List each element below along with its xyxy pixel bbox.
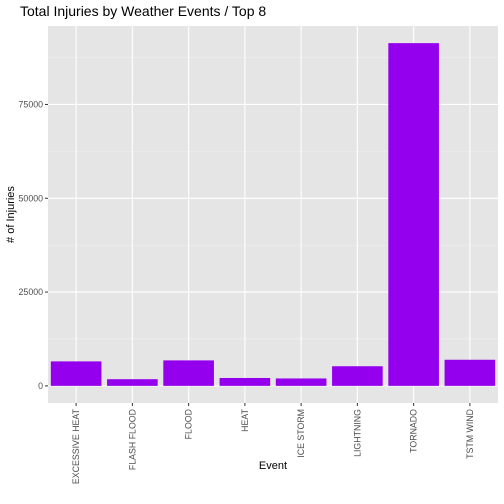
bar: [275, 378, 327, 386]
x-tick-label: EXCESSIVE HEAT: [71, 408, 81, 484]
y-axis-title: # of Injuries: [5, 186, 17, 243]
x-axis: EXCESSIVE HEAT FLASH FLOOD FLOOD HEAT ICE ST…: [71, 403, 475, 484]
x-tick-label: FLOOD: [184, 409, 194, 439]
bar: [332, 366, 383, 386]
y-tick-label: 0: [38, 381, 43, 391]
bar: [444, 359, 496, 386]
x-axis-title: Event: [259, 460, 287, 472]
bar: [107, 379, 158, 386]
bar: [388, 43, 439, 386]
y-axis: 0 25000 50000 75000: [19, 99, 48, 391]
x-tick-label: HEAT: [240, 408, 250, 431]
y-tick-label: 25000: [19, 287, 44, 297]
x-tick-label: TSTM WIND: [465, 409, 475, 459]
bars: [50, 43, 496, 386]
x-tick-label: ICE STORM: [296, 409, 306, 458]
y-tick-label: 50000: [19, 193, 44, 203]
bar: [50, 361, 102, 386]
x-tick-label: TORNADO: [409, 409, 419, 453]
y-tick-label: 75000: [19, 99, 44, 109]
x-tick-label: FLASH FLOOD: [127, 409, 137, 470]
x-tick-label: LIGHTNING: [352, 409, 362, 457]
bar: [163, 360, 214, 386]
chart-title: Total Injuries by Weather Events / Top 8: [20, 3, 266, 19]
bar: [219, 377, 271, 386]
